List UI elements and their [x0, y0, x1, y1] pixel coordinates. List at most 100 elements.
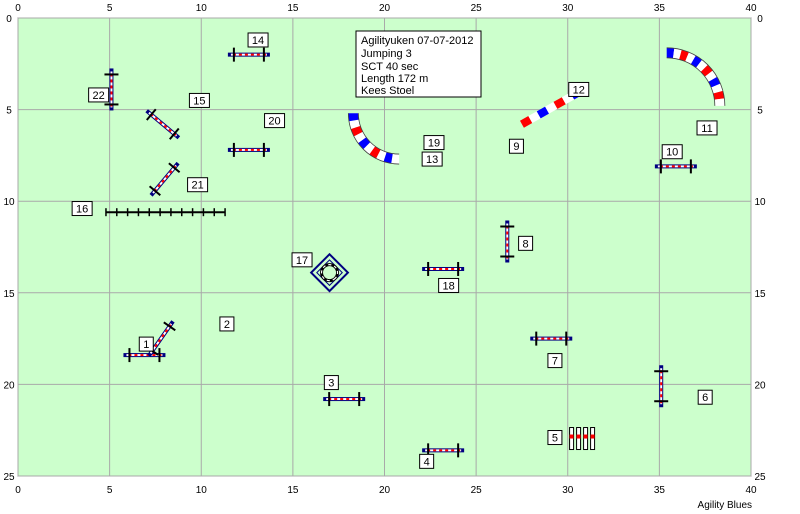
jump-bar-stripe [352, 398, 356, 401]
jump-bar-stripe [506, 249, 509, 253]
label-box [518, 235, 534, 251]
tunnel-segment [704, 70, 718, 82]
label-text: 20 [268, 116, 280, 128]
y-tick-label-left: 20 [3, 380, 15, 391]
info-line-class: Jumping 3 [361, 48, 412, 60]
jump-bar-stripe [163, 124, 168, 129]
label-text: 7 [552, 356, 558, 368]
tunnel-outline [666, 47, 726, 106]
jump-15 [145, 108, 181, 140]
jump-14 [227, 47, 270, 62]
label-box [696, 120, 718, 136]
jump-bar-stripe [165, 174, 169, 179]
weave-poles [105, 208, 226, 217]
label-text: 17 [296, 255, 308, 267]
y-tick-label-right: 10 [754, 197, 766, 208]
jump-bar-stripe [433, 449, 437, 452]
jump-bar-stripe [168, 128, 172, 133]
tunnel-segment [545, 101, 558, 114]
jump-bar-stripe [506, 243, 509, 247]
tunnel-segment [553, 97, 566, 109]
tunnel-outline [357, 113, 400, 155]
jump-bar-stripe [445, 449, 449, 452]
x-tick-label-top: 5 [107, 3, 113, 14]
jump-2 [146, 320, 176, 357]
label-16: 16 [71, 201, 93, 217]
label-18: 18 [438, 277, 460, 293]
label-1: 1 [138, 336, 154, 352]
label-text: 12 [573, 84, 585, 96]
label-box [568, 81, 590, 97]
jump-bar-base [660, 368, 663, 405]
jump-bar-base [126, 354, 163, 357]
jump-bar-stripe [547, 337, 551, 340]
jump-bar-stripe [433, 267, 437, 270]
label-box [138, 336, 154, 352]
jump-bar-stripe [154, 117, 159, 121]
tunnel-11 [666, 47, 726, 107]
jump-bar-base [326, 398, 363, 401]
jump-bar-stripe [140, 354, 144, 357]
label-text: 16 [76, 204, 88, 216]
label-box [247, 32, 269, 48]
x-tick-label-bottom: 15 [287, 485, 299, 496]
jump-upright [168, 162, 181, 173]
tunnel-segment [348, 119, 361, 129]
y-tick-label-left: 25 [3, 472, 15, 483]
jump-bar-stripe [154, 343, 158, 348]
jump-bar-stripe [451, 449, 455, 452]
jump-8 [500, 220, 515, 263]
x-tick-label-top: 15 [287, 3, 299, 14]
tunnel-outline [347, 113, 400, 165]
label-box [661, 144, 683, 160]
jump-bar-stripe [671, 165, 675, 168]
label-box [188, 92, 210, 108]
label-10: 10 [661, 144, 683, 160]
jump-bar-stripe [439, 449, 443, 452]
jump-bar-stripe [439, 267, 443, 270]
jump-bar-base [230, 148, 267, 151]
jump-bar-stripe [134, 354, 138, 357]
footer-brand: Agility Blues [697, 500, 752, 511]
tire-frame [309, 252, 350, 293]
label-7: 7 [547, 353, 563, 369]
label-box [547, 430, 563, 446]
label-text: 6 [702, 392, 708, 404]
jump-bar-stripe [506, 237, 509, 241]
jump-bar-base [506, 223, 509, 260]
jump-upright [146, 108, 157, 121]
label-box [187, 177, 209, 193]
tunnel-segment [350, 125, 363, 137]
jump-bar-stripe [541, 337, 545, 340]
label-17: 17 [291, 252, 313, 268]
label-box [697, 389, 713, 405]
label-21: 21 [187, 177, 209, 193]
jump-bar-base [425, 267, 462, 270]
long-jump-stripe [576, 434, 581, 439]
label-box [419, 453, 435, 469]
x-tick-label-top: 20 [379, 3, 391, 14]
label-box [291, 252, 313, 268]
label-box [547, 353, 563, 369]
tunnel-segment [713, 90, 725, 100]
x-tick-label-bottom: 40 [745, 485, 757, 496]
long-jump [569, 427, 596, 451]
jump-bar-base [230, 53, 267, 56]
jump-bar-stripe [660, 394, 663, 398]
tire-obstacle [309, 252, 350, 293]
course-info-box: Agilityuken 07-07-2012 Jumping 3 SCT 40 … [355, 30, 482, 98]
long-jump-stripe [569, 434, 574, 439]
jump-6 [654, 365, 669, 408]
tunnel-segment [383, 152, 393, 164]
label-15: 15 [188, 92, 210, 108]
label-6: 6 [697, 389, 713, 405]
info-line-length: Length 172 m [361, 73, 428, 85]
label-box [508, 138, 524, 154]
y-tick-label-right: 15 [754, 289, 766, 300]
x-tick-label-bottom: 35 [654, 485, 666, 496]
jump-bar-stripe [559, 337, 563, 340]
y-tick-label-left: 10 [3, 197, 15, 208]
jump-bar-stripe [164, 329, 169, 333]
tunnel-segment [376, 149, 387, 162]
